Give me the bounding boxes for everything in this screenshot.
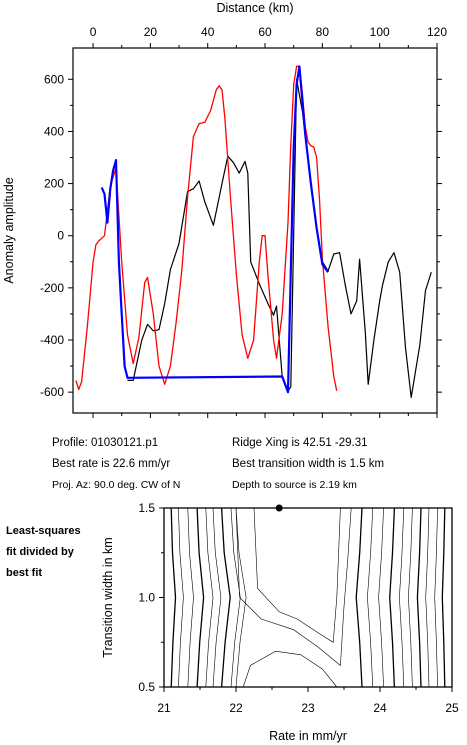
y-tick-label: 600 — [44, 72, 64, 86]
contour-line — [355, 507, 363, 688]
x-tick-label: 40 — [201, 25, 215, 39]
model-profile-line — [75, 65, 338, 391]
contour-line — [389, 507, 396, 688]
y-tick-label: -600 — [40, 385, 64, 399]
misfit-contour-chart: 21 22 23 24 25 0.5 1.0 1.5 Rate in mm/yr Transiti… — [101, 501, 459, 743]
x-tick-label: 21 — [157, 701, 171, 715]
x-tick-label: 23 — [301, 701, 315, 715]
contour-line — [416, 507, 422, 688]
side-note-line-3: best fit — [6, 567, 43, 579]
contour-line — [170, 507, 177, 688]
y-tick-label: 0.5 — [138, 680, 155, 694]
x-axis-title: Distance (km) — [216, 1, 293, 15]
contour-line — [187, 507, 194, 688]
depth-to-source-label: Depth to source is 2.19 km — [232, 479, 357, 491]
contour-line — [196, 507, 205, 688]
x-tick-label: 120 — [427, 25, 447, 39]
contour-line — [230, 507, 241, 688]
y-tick-label: 1.0 — [138, 591, 155, 605]
contour-line — [205, 507, 214, 688]
x-tick-label: 20 — [144, 25, 158, 39]
y-tick-label: 200 — [44, 177, 64, 191]
y-axis-title: Transition width in km — [101, 537, 115, 657]
contour-line — [408, 507, 413, 688]
x-tick-label: 100 — [370, 25, 390, 39]
contour-line — [212, 507, 222, 688]
y-axis-title: Anomaly amplitude — [2, 177, 16, 283]
side-note: Least-squares fit divided by best fit — [6, 521, 81, 584]
anomaly-profile-chart: 0 20 40 60 80 100 120 600 400 200 0 -200 -400 -600 Dis… — [2, 1, 447, 418]
contour-line — [399, 507, 405, 688]
ridge-crossing-label: Ridge Xing is 42.51 -29.31 — [232, 437, 368, 449]
x-tick-label: 24 — [373, 701, 387, 715]
fit-segment-line — [100, 65, 329, 394]
contour-line — [425, 507, 430, 688]
contour-line — [253, 507, 341, 643]
x-tick-label: 80 — [316, 25, 330, 39]
best-rate-label: Best rate is 22.6 mm/yr — [52, 458, 171, 470]
contour-line — [235, 507, 352, 667]
plot-frame — [72, 47, 438, 414]
x-tick-label: 60 — [258, 25, 272, 39]
contour-line — [220, 507, 231, 688]
y-tick-label: -200 — [40, 281, 64, 295]
profile-label: Profile: 01030121.p1 — [52, 437, 159, 449]
contour-line — [378, 507, 384, 688]
y-tick-label: 1.5 — [138, 501, 155, 515]
side-note-line-2: fit divided by — [6, 546, 74, 558]
projection-azimuth-label: Proj. Az: 90.0 deg. CW of N — [52, 479, 181, 491]
contour-line — [178, 507, 184, 688]
x-axis-title: Rate in mm/yr — [269, 729, 347, 743]
contour-line — [434, 507, 438, 688]
y-tick-label: -400 — [40, 333, 64, 347]
x-tick-label: 0 — [90, 25, 97, 39]
y-tick-label: 0 — [57, 229, 64, 243]
x-tick-label: 22 — [229, 701, 243, 715]
y-tick-label: 400 — [44, 124, 64, 138]
contour-line — [242, 650, 338, 688]
side-note-line-1: Least-squares — [6, 525, 81, 537]
best-transition-label: Best transition width is 1.5 km — [232, 458, 385, 470]
contour-line — [367, 507, 374, 688]
best-fit-marker — [275, 504, 283, 512]
x-tick-label: 25 — [445, 701, 459, 715]
contour-line — [235, 507, 247, 688]
contour-line — [441, 507, 446, 688]
